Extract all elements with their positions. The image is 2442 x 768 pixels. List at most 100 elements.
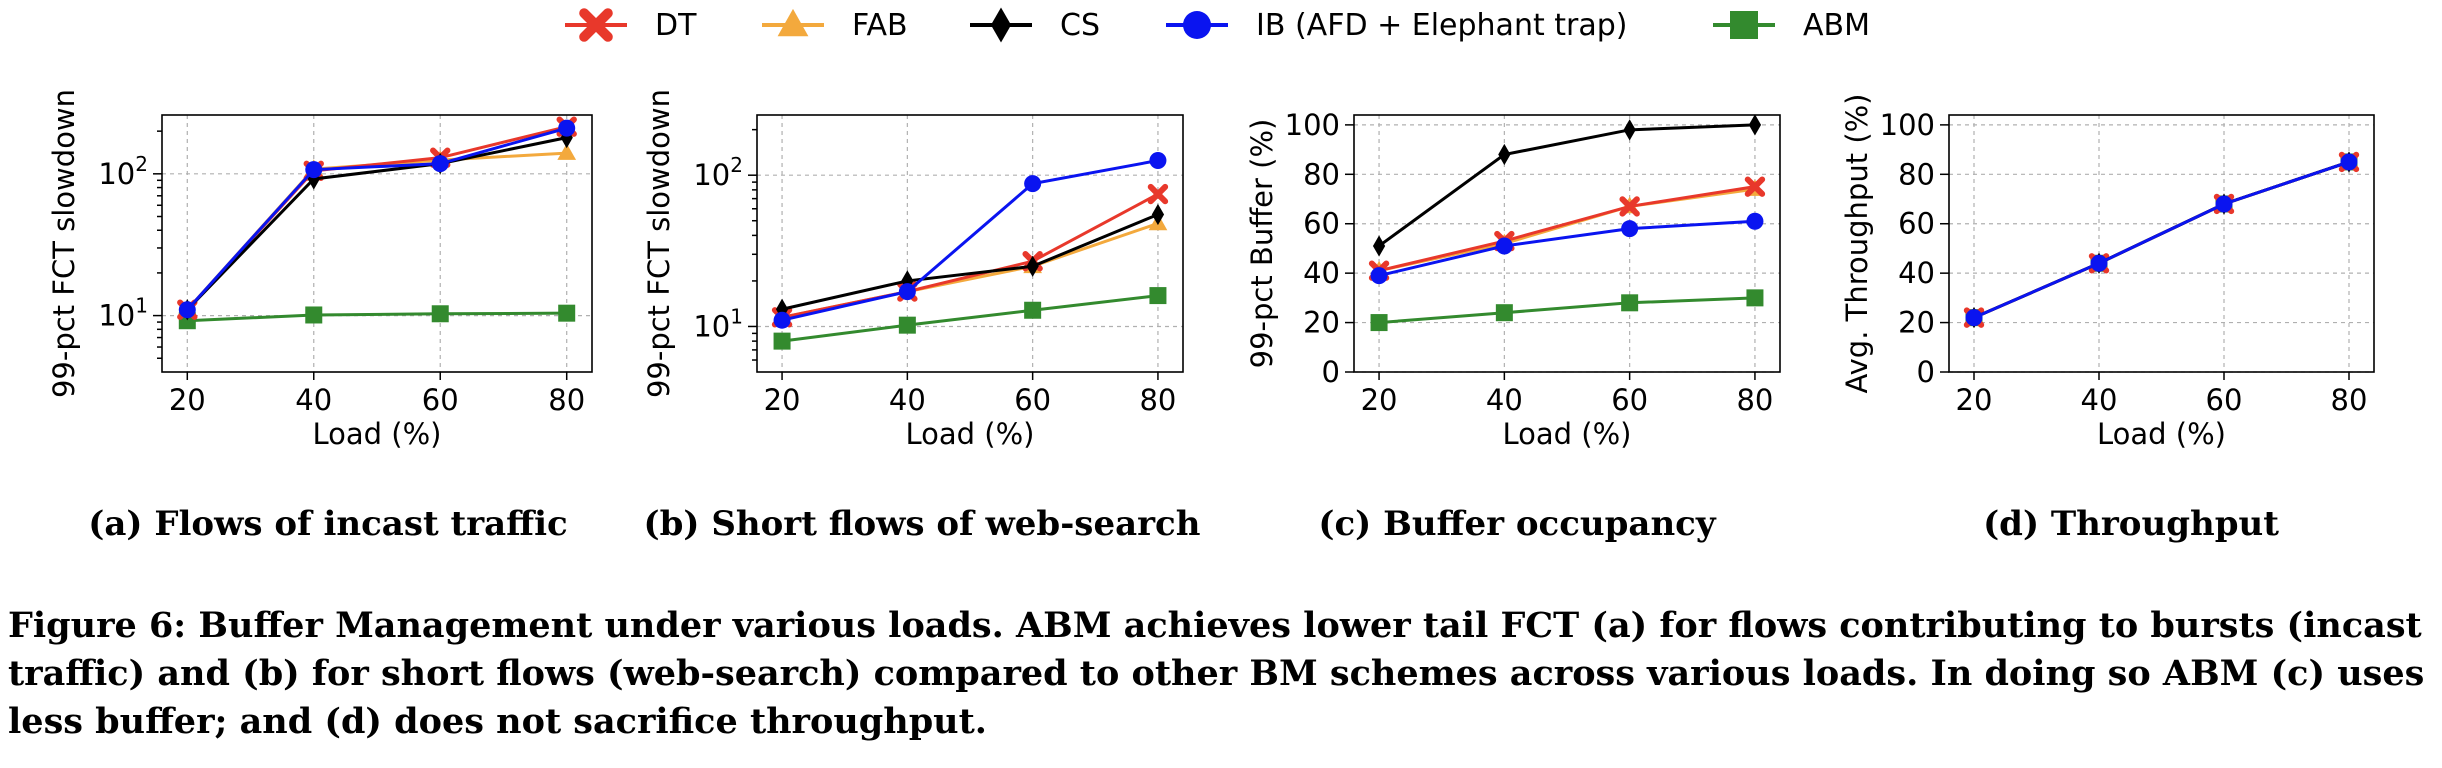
legend-label: IB (AFD + Elephant trap) xyxy=(1256,8,1627,43)
data-point xyxy=(1965,309,1983,327)
plot-frame xyxy=(1948,114,2375,373)
figure-caption: Figure 6: Buffer Management under variou… xyxy=(8,605,2425,742)
x-axis-label: Load (%) xyxy=(2097,417,2226,451)
series-ib-afd-elephant-trap xyxy=(1370,212,1764,285)
y-tick-label: 40 xyxy=(1898,256,1935,290)
y-tick-label: 0 xyxy=(1322,355,1340,389)
x-tick-label: 80 xyxy=(1736,383,1773,417)
x-tick-label: 40 xyxy=(2081,383,2118,417)
data-point xyxy=(1495,237,1513,255)
x-tick-label: 60 xyxy=(2206,383,2243,417)
data-point xyxy=(305,306,323,324)
series-line xyxy=(186,125,568,311)
x-tick-label: 20 xyxy=(1956,383,1993,417)
data-point xyxy=(773,332,791,350)
legend-marker xyxy=(1183,11,1211,39)
data-point xyxy=(305,161,323,179)
data-point xyxy=(1619,196,1640,217)
data-point xyxy=(1623,119,1636,141)
series-line xyxy=(186,136,568,311)
y-tick-label: 40 xyxy=(1303,256,1340,290)
legend-item-fab: FAB xyxy=(762,8,908,43)
x-tick-label: 80 xyxy=(2331,383,2368,417)
x-tick-label: 60 xyxy=(1014,383,1051,417)
x-tick-label: 60 xyxy=(1611,383,1648,417)
series-ib-afd-elephant-trap xyxy=(178,119,576,319)
series-abm xyxy=(178,304,576,330)
series-line xyxy=(1973,160,2350,320)
y-tick-label: 60 xyxy=(1303,207,1340,241)
series-ib-afd-elephant-trap xyxy=(773,152,1167,329)
subfigure-caption: (c) Buffer occupancy xyxy=(1318,504,1716,544)
legend-item-cs: CS xyxy=(970,7,1100,43)
data-point xyxy=(431,155,449,173)
data-point xyxy=(1370,267,1388,285)
series-line xyxy=(1378,185,1756,273)
data-point xyxy=(1744,176,1766,197)
y-tick-label: 20 xyxy=(1303,306,1340,340)
subfigure-caption: (b) Short flows of web-search xyxy=(644,504,1201,544)
y-axis-label: 99-pct Buffer (%) xyxy=(1245,119,1279,369)
data-point xyxy=(1151,203,1165,226)
gridlines xyxy=(1949,115,2374,373)
series-line xyxy=(186,151,567,311)
series-line xyxy=(1378,296,1756,325)
y-axis-label: 99-pct FCT slowdown xyxy=(47,89,81,398)
y-tick-label: 20 xyxy=(1898,306,1935,340)
y-tick-label: 101 xyxy=(98,294,148,333)
y-tick-label: 60 xyxy=(1898,207,1935,241)
x-tick-label: 40 xyxy=(295,383,332,417)
data-point xyxy=(1372,235,1386,257)
data-point xyxy=(898,283,916,301)
y-tick-label: 101 xyxy=(693,304,743,343)
series-ib-afd-elephant-trap xyxy=(1965,153,2358,327)
legend-marker xyxy=(1730,11,1758,39)
data-point xyxy=(2340,153,2358,171)
series-dt xyxy=(771,183,1169,328)
data-point xyxy=(1748,114,1762,136)
minor-ticks xyxy=(752,128,757,361)
y-tick-label: 100 xyxy=(1880,108,1935,142)
x-axis-label: Load (%) xyxy=(906,417,1035,451)
gridlines xyxy=(162,115,592,372)
gridlines xyxy=(757,115,1183,372)
x-tick-label: 80 xyxy=(1139,383,1176,417)
x-tick-label: 20 xyxy=(169,383,206,417)
series-line xyxy=(781,159,1159,322)
data-point xyxy=(178,301,196,319)
plot-frame xyxy=(1353,114,1781,373)
data-point xyxy=(1149,287,1167,305)
legend-marker xyxy=(990,7,1012,43)
data-point xyxy=(558,119,576,137)
data-point xyxy=(2090,254,2108,272)
legend-marker xyxy=(777,8,809,37)
gridlines xyxy=(1354,115,1780,373)
x-tick-label: 80 xyxy=(548,383,585,417)
legend: DT FAB CS IB (AFD + Elephant trap) ABM xyxy=(565,7,1870,43)
data-point xyxy=(1370,314,1388,332)
chart-panel-4: 20 40 60 80 0 20 40 60 80 100 Load (%) Avg. Through… xyxy=(1840,94,2375,544)
x-tick-label: 20 xyxy=(764,383,801,417)
data-point xyxy=(1621,220,1639,238)
legend-label: FAB xyxy=(852,8,908,43)
chart-panel-3: 20 40 60 80 0 20 40 60 80 100 Load (%) 99-pct Buffe… xyxy=(1245,108,1781,544)
x-axis-label: Load (%) xyxy=(1503,417,1632,451)
legend-item-abm: ABM xyxy=(1713,8,1870,43)
x-axis-label: Load (%) xyxy=(313,417,442,451)
data-point xyxy=(2215,195,2233,213)
series-line xyxy=(781,294,1159,343)
data-point xyxy=(773,311,791,329)
data-point xyxy=(558,304,576,322)
x-tick-label: 40 xyxy=(1486,383,1523,417)
figure: DT FAB CS IB (AFD + Elephant trap) ABM 20 40 60… xyxy=(47,7,2375,544)
series-line xyxy=(186,126,568,311)
series-line xyxy=(781,192,1159,319)
minor-ticks xyxy=(157,130,162,360)
data-point xyxy=(1024,175,1042,193)
series-cs xyxy=(1372,114,1762,257)
y-tick-label: 0 xyxy=(1917,355,1935,389)
y-tick-label: 100 xyxy=(1285,108,1340,142)
data-point xyxy=(1498,143,1511,166)
data-point xyxy=(557,143,577,160)
x-tick-label: 40 xyxy=(889,383,926,417)
